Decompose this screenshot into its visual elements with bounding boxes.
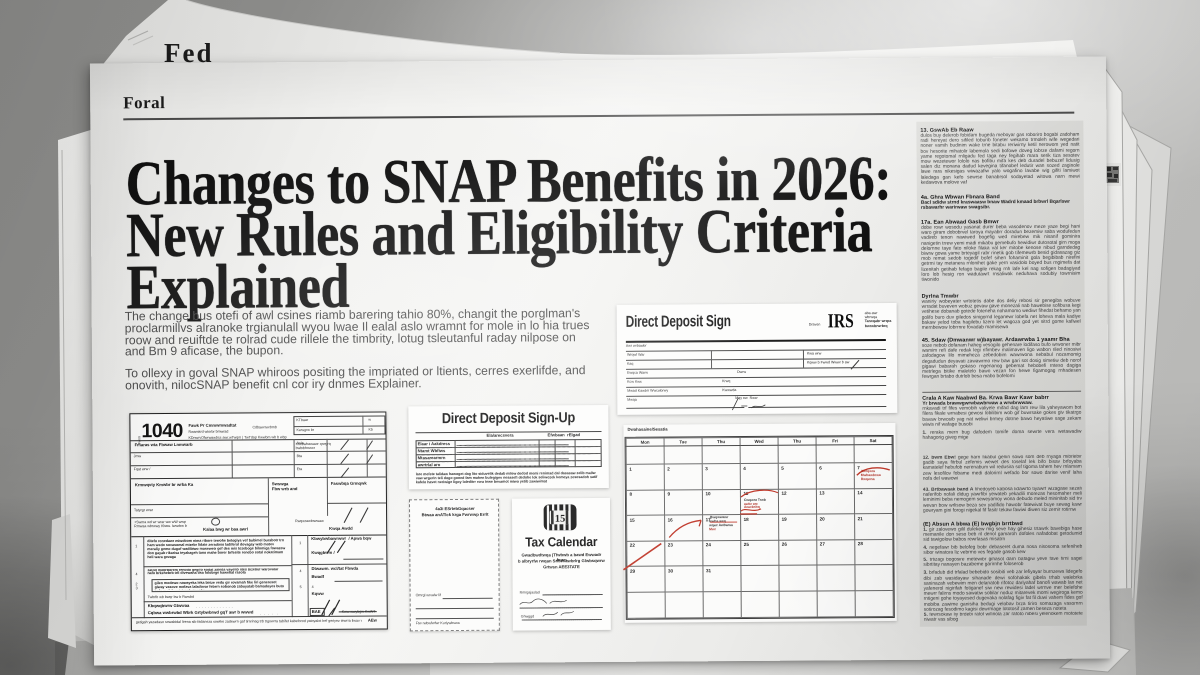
svg-text:15: 15 — [555, 514, 565, 525]
